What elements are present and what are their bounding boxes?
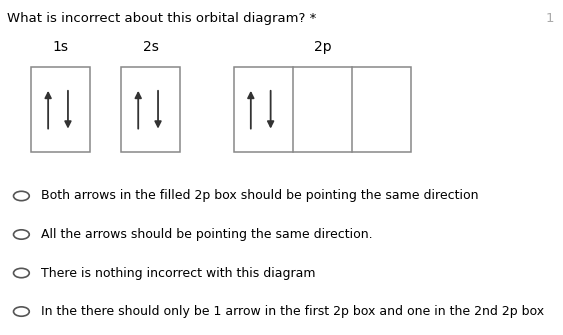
Text: All the arrows should be pointing the same direction.: All the arrows should be pointing the sa… [41,228,372,241]
Bar [121,67,180,152]
Bar [234,67,411,152]
Text: 1: 1 [546,12,555,25]
Text: 1s: 1s [52,40,69,54]
Bar [31,67,90,152]
Text: What is incorrect about this orbital diagram? *: What is incorrect about this orbital dia… [7,12,316,25]
Text: There is nothing incorrect with this diagram: There is nothing incorrect with this dia… [41,267,315,279]
Text: 2s: 2s [142,40,159,54]
Text: 2p: 2p [314,40,331,54]
Text: Both arrows in the filled 2p box should be pointing the same direction: Both arrows in the filled 2p box should … [41,190,478,202]
Text: In the there should only be 1 arrow in the first 2p box and one in the 2nd 2p bo: In the there should only be 1 arrow in t… [41,305,544,318]
